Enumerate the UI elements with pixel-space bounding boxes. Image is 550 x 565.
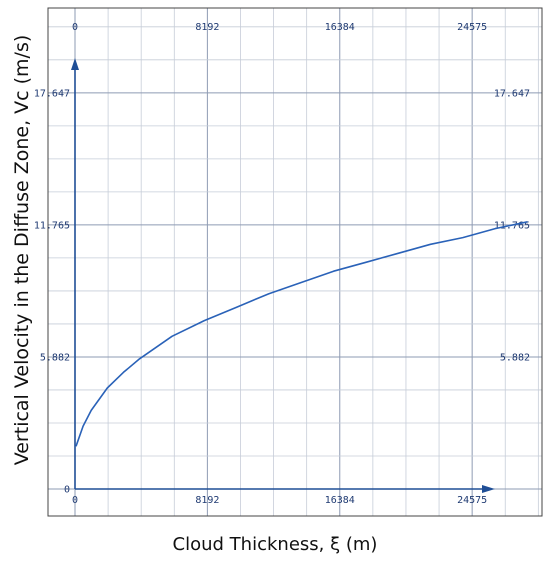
y-tick-label-left: 17.647 bbox=[34, 88, 70, 99]
x-tick-label-bottom: 8192 bbox=[195, 495, 219, 506]
x-axis-arrow-icon bbox=[482, 485, 495, 493]
x-axis-label: Cloud Thickness, ξ (m) bbox=[172, 534, 378, 555]
x-tick-label-bottom: 16384 bbox=[325, 495, 355, 506]
y-tick-label-left: 5.882 bbox=[40, 352, 70, 363]
y-tick-label-right: 17.647 bbox=[494, 88, 530, 99]
y-tick-label-left: 11.765 bbox=[34, 220, 70, 231]
axes bbox=[47, 7, 543, 517]
x-tick-label-top: 8192 bbox=[195, 22, 219, 33]
x-tick-label-bottom: 24575 bbox=[457, 495, 487, 506]
y-axis-label: Vertical Velocity in the Diffuse Zone, V… bbox=[11, 34, 33, 466]
x-tick-label-bottom: 0 bbox=[72, 495, 78, 506]
x-tick-label-top: 0 bbox=[72, 22, 78, 33]
y-tick-label-left: 0 bbox=[64, 485, 70, 496]
y-tick-label-right: 5.882 bbox=[500, 352, 530, 363]
series-line bbox=[75, 221, 528, 447]
y-axis-label-container: Vertical Velocity in the Diffuse Zone, V… bbox=[6, 0, 38, 500]
x-tick-label-top: 24575 bbox=[457, 22, 487, 33]
x-tick-label-top: 16384 bbox=[325, 22, 355, 33]
plot-frame bbox=[47, 7, 543, 517]
series-lines bbox=[75, 221, 528, 447]
grid bbox=[48, 8, 542, 516]
y-axis-arrow-icon bbox=[71, 58, 79, 70]
